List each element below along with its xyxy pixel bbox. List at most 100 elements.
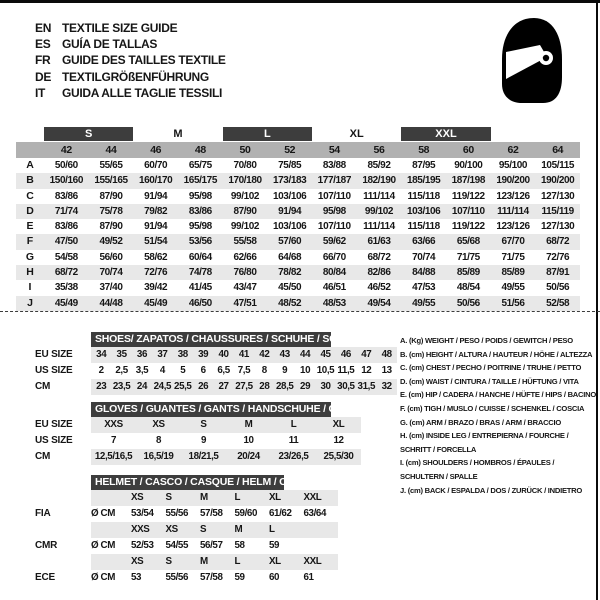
size-value: 83/88 xyxy=(322,160,346,171)
size-value: 42 xyxy=(259,349,270,360)
size-value: 58/62 xyxy=(144,251,168,263)
size-value: 87/90 xyxy=(233,205,257,217)
size-value: 13 xyxy=(381,365,393,376)
legend-item: J. (cm) BACK / ESPALDA / DOS / ZURÜCK / … xyxy=(400,485,583,495)
size-value: 25,5 xyxy=(174,381,192,392)
dashed-divider xyxy=(0,311,600,312)
size-value: 150/160 xyxy=(49,175,84,187)
size-value: 103/106 xyxy=(272,221,307,233)
size-value: 23/26,5 xyxy=(278,451,309,462)
language-title: GUIDA ALLE TAGLIE TESSILI xyxy=(62,85,223,100)
size-value: 10 xyxy=(243,435,254,446)
helmet-size-header: XL xyxy=(269,492,281,503)
size-value: 70/74 xyxy=(412,251,436,263)
size-value: 50/60 xyxy=(54,160,78,171)
size-value: 44 xyxy=(300,349,311,360)
size-value: 57/60 xyxy=(278,236,302,248)
size-row-h: H 68/72 70/74 72/76 74/78 76/80 78/82 80/84 82/8… xyxy=(16,265,580,281)
size-value: 46/51 xyxy=(322,282,346,294)
size-value: XS xyxy=(152,419,165,430)
size-value: L xyxy=(290,419,297,430)
helmet-size-header: M xyxy=(234,524,243,535)
band-spacer xyxy=(16,127,44,141)
size-value: 27,5 xyxy=(235,381,253,392)
size-value: 78/82 xyxy=(278,267,302,279)
size-value: 67/70 xyxy=(501,236,525,248)
helmet-size-value: 58 xyxy=(234,540,246,551)
size-value: 28,5 xyxy=(275,381,294,392)
language-title: TEXTILE SIZE GUIDE xyxy=(62,21,178,35)
helmet-sizes-row: XXS XS S M L xyxy=(35,522,338,538)
size-value: 25,5/30 xyxy=(323,451,354,462)
row-values: XS S M L XL XXL xyxy=(91,554,338,570)
size-value: 35/38 xyxy=(54,282,78,294)
size-value: 87/95 xyxy=(412,160,436,171)
size-value: 34 xyxy=(96,349,107,360)
size-band-s: S xyxy=(44,127,134,141)
size-value: 45/50 xyxy=(278,282,302,294)
size-value: 49/55 xyxy=(501,282,525,294)
helmet-size-header: S xyxy=(165,556,173,567)
size-column-header: 42 xyxy=(60,144,72,156)
size-value: 99/102 xyxy=(230,190,260,202)
size-value: S xyxy=(200,419,207,430)
size-value: 48/54 xyxy=(456,282,480,294)
size-band-row: S M L XL XXL xyxy=(16,127,580,141)
size-value: 160/170 xyxy=(138,175,173,187)
size-value: 47/50 xyxy=(54,236,78,248)
size-value: 82/86 xyxy=(367,267,391,279)
size-value: 7 xyxy=(110,435,117,446)
size-value: 68/72 xyxy=(367,251,391,263)
size-value: 18/21,5 xyxy=(188,451,219,462)
size-value: 9 xyxy=(282,365,288,376)
size-value: 35 xyxy=(116,349,128,360)
helmet-size-header: L xyxy=(234,492,241,503)
row-values: XXS XS S M L xyxy=(91,522,338,538)
size-value: 60/70 xyxy=(144,160,168,171)
size-value: 99/102 xyxy=(364,205,394,217)
language-row: DE TEXTILGRÖßENFÜHRUNG xyxy=(35,69,226,85)
size-band-xl: XL xyxy=(349,128,364,140)
main-size-table: S M L XL XXL 42 44 46 48 50 52 54 56 58 60 62 64 A 50/60 55… xyxy=(16,127,580,311)
helmet-size-header: XS xyxy=(165,524,179,535)
size-value: 83/86 xyxy=(188,205,212,217)
helmet-size-header: XL xyxy=(269,556,281,567)
size-value: 46/50 xyxy=(188,297,212,309)
size-value: 41/45 xyxy=(188,282,212,294)
row-label: CM xyxy=(35,451,51,462)
size-value: 99/102 xyxy=(230,221,260,233)
size-column-header: 48 xyxy=(194,144,206,156)
helmet-size-header: S xyxy=(165,492,173,503)
size-row-c: C 83/86 87/90 91/94 95/98 99/102 103/106 107/11… xyxy=(16,189,580,204)
size-value: 70/74 xyxy=(99,267,123,279)
size-value: 12 xyxy=(333,435,344,446)
size-column-header: 46 xyxy=(150,144,162,156)
diameter-prefix: Ø CM xyxy=(91,572,115,583)
size-value: 111/114 xyxy=(363,190,395,202)
size-value: 50/56 xyxy=(546,282,570,294)
size-value: 47 xyxy=(361,349,372,360)
row-label: US SIZE xyxy=(35,435,73,446)
helmet-size-header xyxy=(304,522,339,538)
size-column-header: 52 xyxy=(284,144,296,156)
helmet-size-value: 53 xyxy=(131,572,142,583)
size-value: XL xyxy=(332,419,345,430)
size-value: 65/75 xyxy=(188,160,212,171)
size-value: 177/187 xyxy=(317,175,352,187)
legend-item: I. (cm) SHOULDERS / HOMBROS / ÉPAULES / … xyxy=(400,458,555,481)
size-value: 10 xyxy=(300,365,311,376)
size-value: 85/89 xyxy=(501,267,525,279)
size-value: 30 xyxy=(320,381,331,392)
size-value: 40 xyxy=(218,349,229,360)
size-value: 107/110 xyxy=(317,190,351,202)
size-value: 37/40 xyxy=(99,282,123,294)
helmet-size-header: XXL xyxy=(303,492,322,503)
helmet-size-header: M xyxy=(200,492,208,503)
size-column-header: 56 xyxy=(373,144,385,156)
language-title: GUÍA DE TALLAS xyxy=(62,37,158,52)
size-value: 16,5/19 xyxy=(143,451,174,462)
size-value: 4 xyxy=(159,365,165,376)
row-label: E xyxy=(26,220,34,233)
language-list: EN TEXTILE SIZE GUIDE ES GUÍA DE TALLAS FR GU… xyxy=(35,20,226,101)
shoes-table-title: SHOES/ ZAPATOS / CHAUSSURES / SCHUHE / S… xyxy=(91,332,365,347)
